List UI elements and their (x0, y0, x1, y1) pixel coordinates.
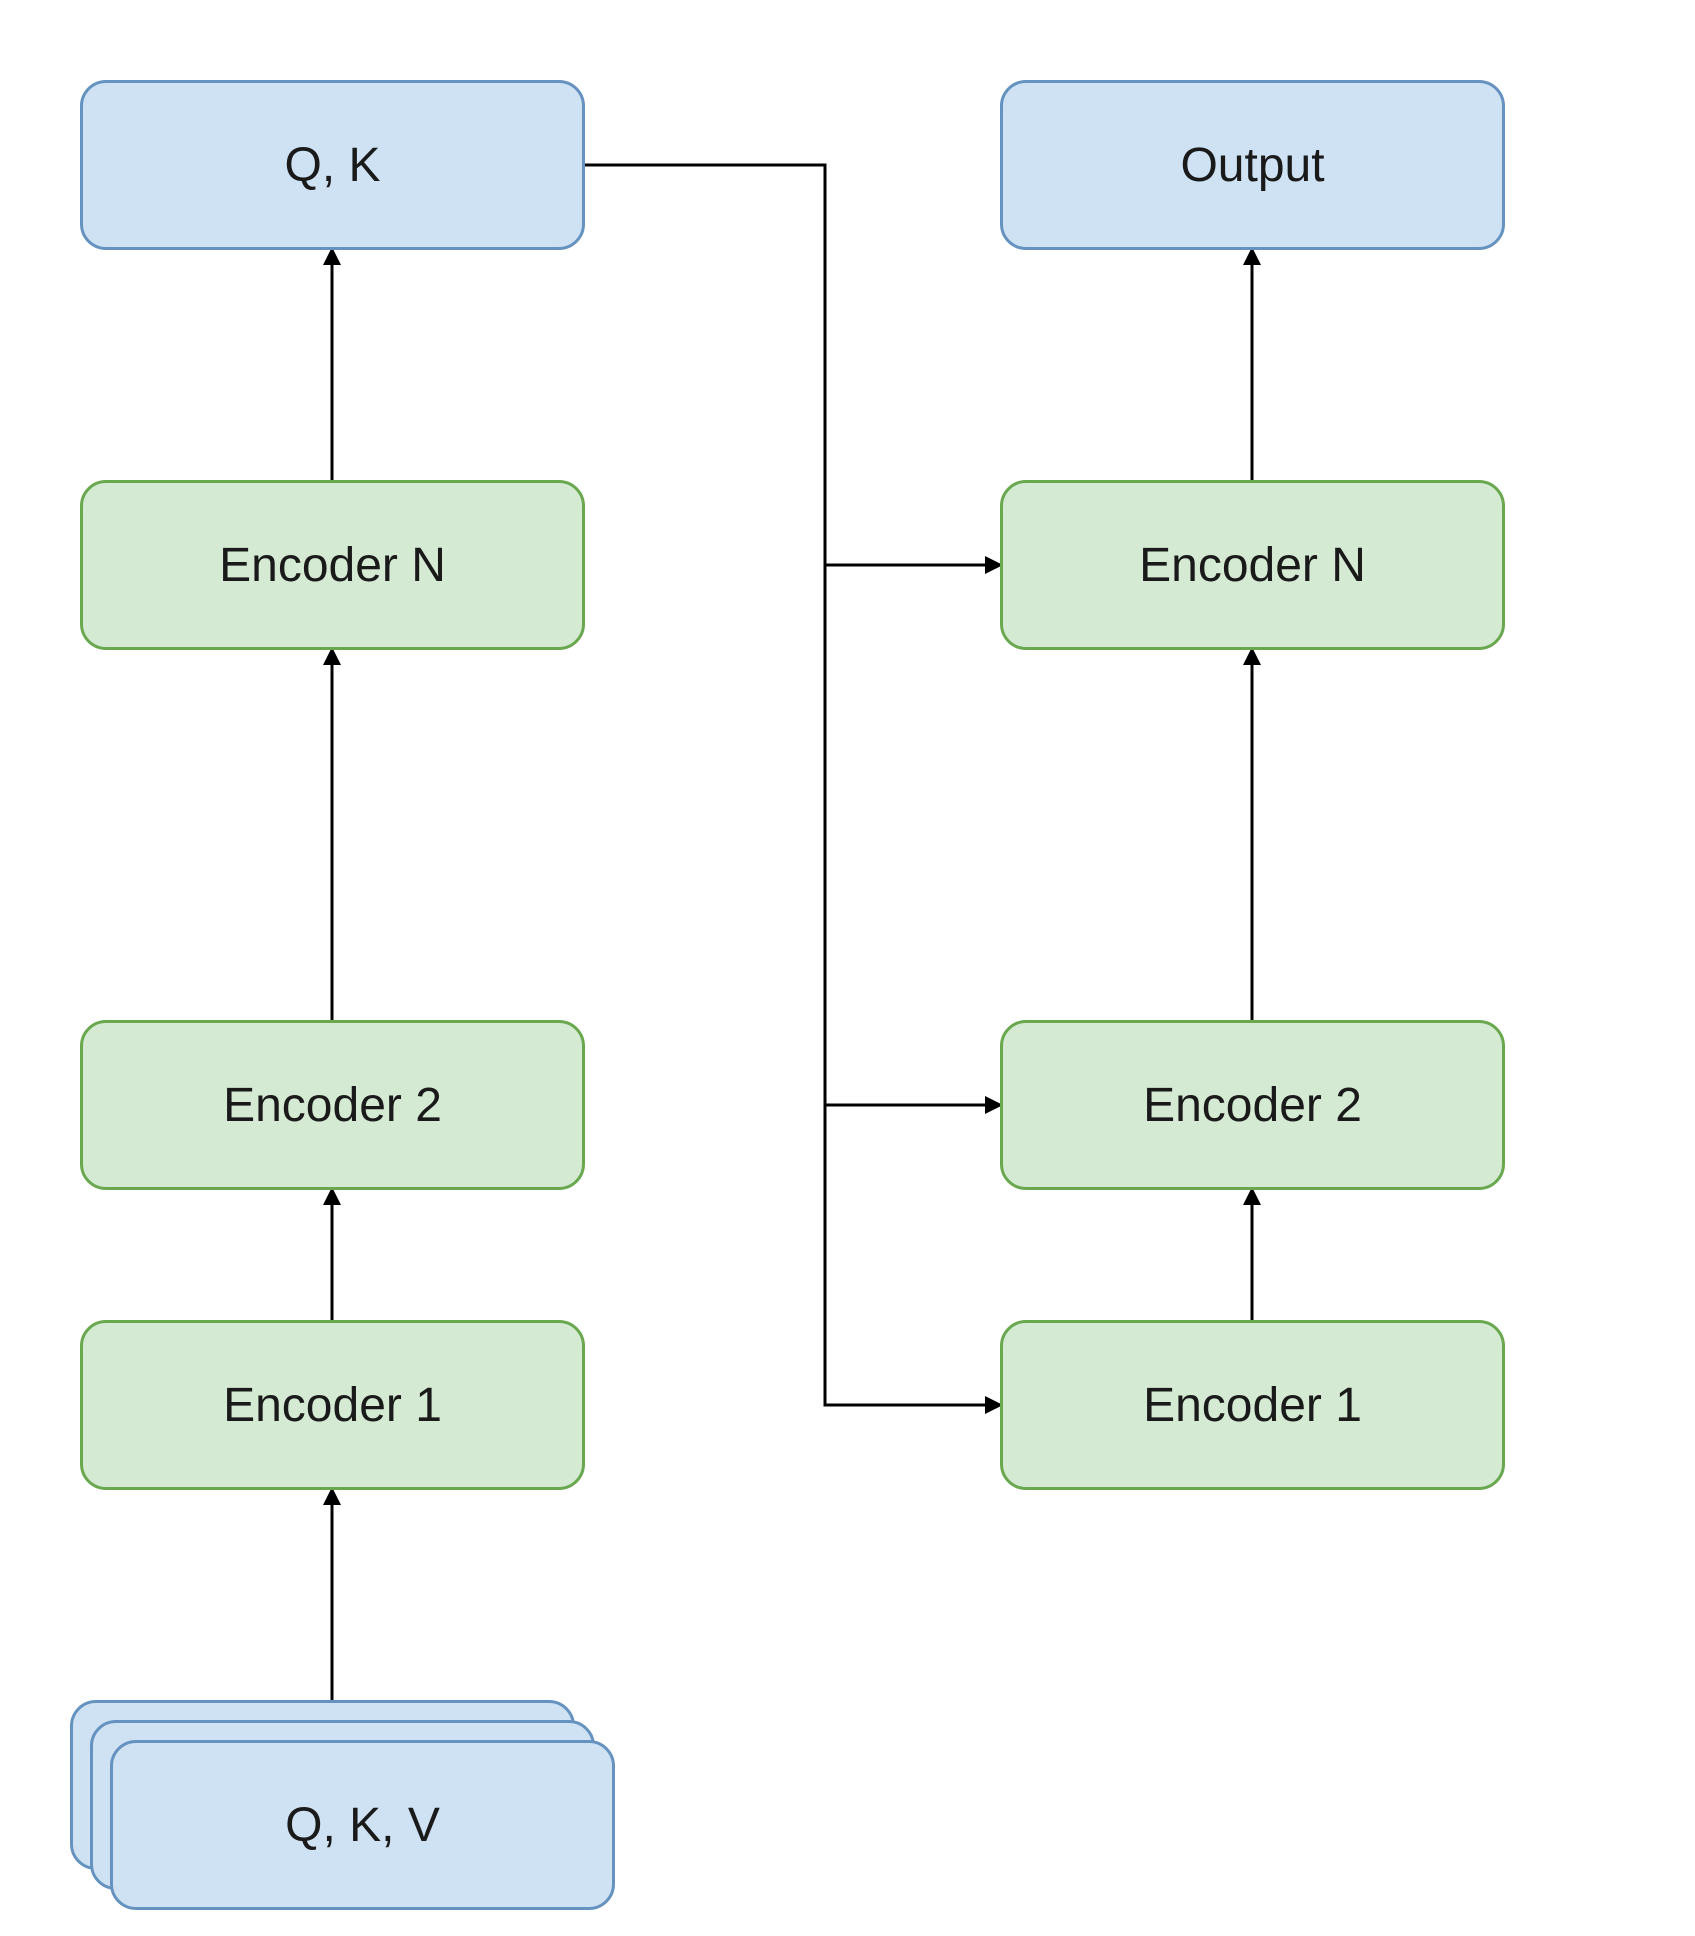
node-output: Output (1000, 80, 1505, 250)
node-label: Output (1180, 138, 1324, 193)
edge-7 (585, 165, 1000, 1405)
node-label: Q, K, V (285, 1798, 440, 1853)
node-right_encN: Encoder N (1000, 480, 1505, 650)
node-left_encN: Encoder N (80, 480, 585, 650)
node-qkv: Q, K, V (110, 1740, 615, 1910)
node-label: Q, K (284, 138, 380, 193)
node-label: Encoder 2 (1143, 1078, 1362, 1133)
node-label: Encoder 2 (223, 1078, 442, 1133)
node-right_enc2: Encoder 2 (1000, 1020, 1505, 1190)
node-qk: Q, K (80, 80, 585, 250)
node-label: Encoder N (219, 538, 446, 593)
node-label: Encoder 1 (1143, 1378, 1362, 1433)
node-left_enc2: Encoder 2 (80, 1020, 585, 1190)
node-right_enc1: Encoder 1 (1000, 1320, 1505, 1490)
node-label: Encoder N (1139, 538, 1366, 593)
edges-layer (0, 0, 1695, 1936)
architecture-diagram: Q, K, V Q, K Output Encoder N Encoder 2 Encod… (0, 0, 1695, 1936)
node-left_enc1: Encoder 1 (80, 1320, 585, 1490)
node-label: Encoder 1 (223, 1378, 442, 1433)
